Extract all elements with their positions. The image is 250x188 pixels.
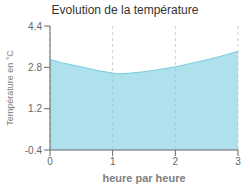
svg-text:1: 1	[110, 156, 116, 167]
svg-text:1.2: 1.2	[28, 103, 42, 114]
svg-text:heure par heure: heure par heure	[102, 172, 185, 184]
svg-text:-0.4: -0.4	[25, 145, 43, 156]
svg-text:0: 0	[47, 156, 53, 167]
html-text:Evolution de la température: Evolution de la température	[51, 3, 199, 17]
svg-text:2.8: 2.8	[28, 62, 42, 73]
svg-text:4.4: 4.4	[28, 21, 42, 32]
svg-text:Température en °C: Température en °C	[8, 50, 15, 126]
svg-text:2: 2	[173, 156, 179, 167]
svg-text:3: 3	[235, 156, 241, 167]
